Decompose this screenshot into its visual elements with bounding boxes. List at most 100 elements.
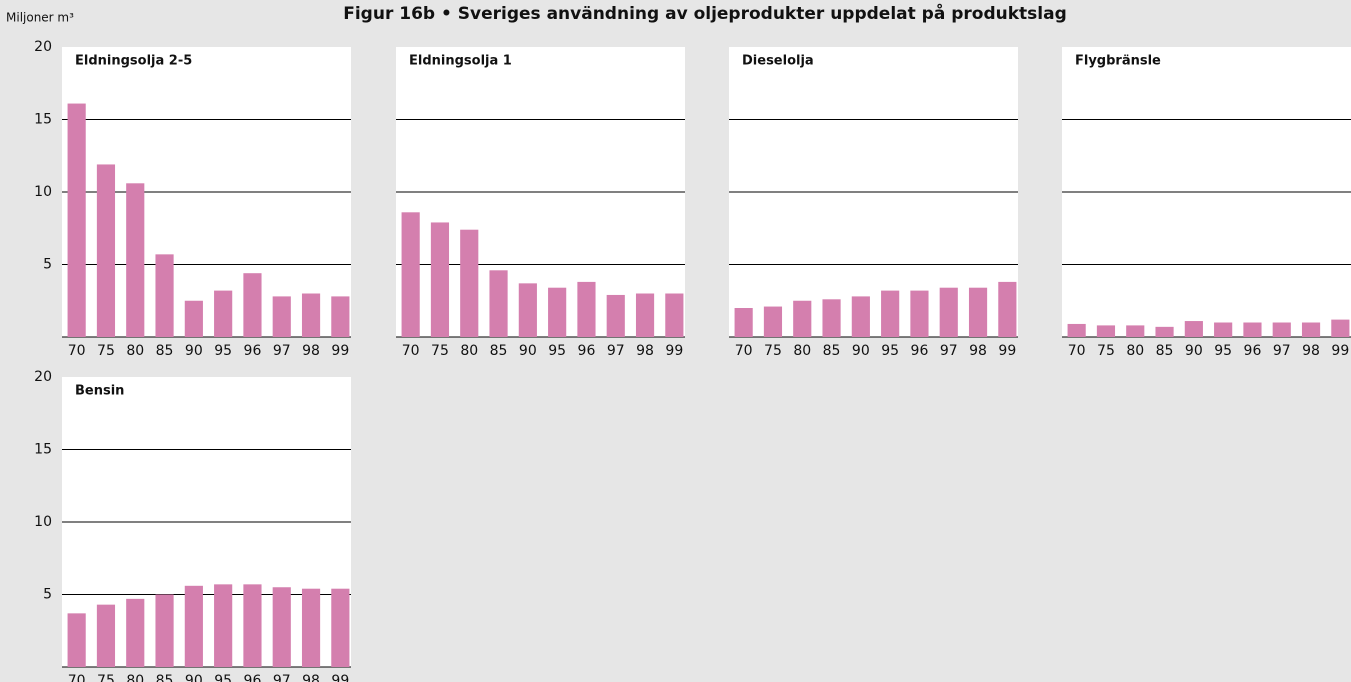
x-tick-label: 99: [331, 343, 349, 359]
bar: [1243, 322, 1262, 337]
bar: [184, 585, 203, 667]
panel-title: Flygbränsle: [1075, 54, 1161, 69]
x-tick-label: 96: [244, 673, 262, 682]
bar: [1184, 321, 1203, 337]
bar: [331, 588, 350, 667]
bar: [214, 584, 233, 667]
bar: [665, 293, 684, 337]
bar: [998, 281, 1017, 337]
x-tick-label: 98: [969, 343, 987, 359]
x-tick-label: 96: [578, 343, 596, 359]
bar: [96, 164, 116, 337]
x-tick-label: 75: [1097, 343, 1115, 359]
bar: [606, 294, 625, 337]
bar: [272, 587, 291, 667]
bar: [763, 306, 783, 337]
y-tick-label: 5: [43, 587, 52, 603]
bar: [1301, 322, 1321, 337]
x-tick-label: 95: [214, 343, 232, 359]
bar: [489, 270, 508, 337]
y-tick-label: 15: [34, 112, 52, 128]
x-tick-label: 90: [519, 343, 537, 359]
x-tick-label: 70: [402, 343, 420, 359]
x-tick-label: 96: [1244, 343, 1262, 359]
bar: [301, 588, 321, 667]
bar: [822, 299, 841, 337]
x-tick-label: 85: [156, 343, 174, 359]
bar: [1067, 323, 1086, 337]
bar: [460, 229, 479, 337]
x-tick-label: 96: [911, 343, 929, 359]
x-tick-label: 99: [998, 343, 1016, 359]
y-axis-label: Miljoner m³: [6, 11, 74, 25]
x-tick-label: 95: [1214, 343, 1232, 359]
bar: [214, 290, 233, 337]
bar: [126, 598, 145, 667]
bar: [243, 584, 262, 667]
x-tick-label: 97: [1273, 343, 1291, 359]
bar: [793, 300, 812, 337]
bar: [968, 287, 988, 337]
x-tick-label: 97: [273, 673, 291, 682]
x-tick-label: 80: [460, 343, 478, 359]
x-tick-label: 98: [302, 343, 320, 359]
bar: [401, 212, 420, 337]
bar: [548, 287, 567, 337]
x-tick-label: 75: [97, 343, 115, 359]
bar: [301, 293, 321, 337]
bar: [1096, 325, 1116, 337]
bar: [126, 183, 145, 337]
y-tick-label: 5: [43, 257, 52, 273]
x-tick-label: 90: [1185, 343, 1203, 359]
x-tick-label: 97: [940, 343, 958, 359]
x-tick-label: 99: [665, 343, 683, 359]
y-tick-label: 15: [34, 442, 52, 458]
x-tick-label: 99: [331, 673, 349, 682]
x-tick-label: 95: [548, 343, 566, 359]
bar: [1155, 326, 1174, 337]
x-tick-label: 75: [764, 343, 782, 359]
x-tick-label: 98: [302, 673, 320, 682]
y-tick-label: 20: [34, 369, 52, 385]
bar: [272, 296, 291, 337]
bar: [1214, 322, 1233, 337]
panel-title: Eldningsolja 2-5: [75, 54, 192, 69]
bar: [1331, 319, 1350, 337]
y-tick-label: 10: [34, 514, 52, 530]
bar: [851, 296, 870, 337]
bar: [518, 283, 537, 337]
x-tick-label: 70: [68, 343, 86, 359]
panel-title: Bensin: [75, 384, 124, 399]
x-tick-label: 80: [793, 343, 811, 359]
bar: [67, 103, 86, 337]
bar: [577, 281, 596, 337]
x-tick-label: 80: [1126, 343, 1144, 359]
bar: [1126, 325, 1145, 337]
bar: [635, 293, 655, 337]
x-tick-label: 70: [1068, 343, 1086, 359]
x-tick-label: 90: [185, 673, 203, 682]
bar: [910, 290, 929, 337]
x-tick-label: 80: [126, 343, 144, 359]
y-tick-label: 10: [34, 184, 52, 200]
bar: [67, 613, 86, 667]
x-tick-label: 85: [490, 343, 508, 359]
x-tick-label: 96: [244, 343, 262, 359]
x-tick-label: 98: [1302, 343, 1320, 359]
x-tick-label: 75: [97, 673, 115, 682]
x-tick-label: 97: [607, 343, 625, 359]
x-tick-label: 95: [881, 343, 899, 359]
bar: [734, 308, 753, 337]
bar: [243, 273, 262, 337]
x-tick-label: 85: [823, 343, 841, 359]
x-tick-label: 90: [185, 343, 203, 359]
bar: [331, 296, 350, 337]
chart-title: Figur 16b • Sveriges användning av oljep…: [343, 2, 1067, 24]
x-tick-label: 70: [735, 343, 753, 359]
x-tick-label: 98: [636, 343, 654, 359]
x-tick-label: 80: [126, 673, 144, 682]
x-tick-label: 85: [1156, 343, 1174, 359]
bar: [430, 222, 450, 337]
